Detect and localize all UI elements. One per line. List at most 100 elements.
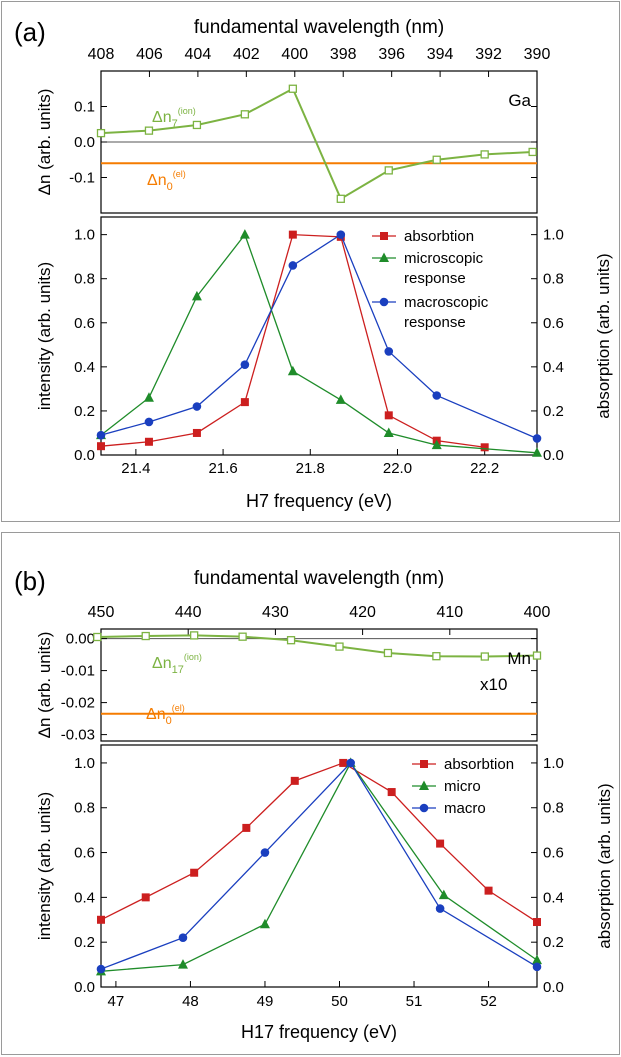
panel-a-lower-ytick-label-right: 0.4: [543, 359, 564, 376]
panel-b-lower-ytick-label-right: 1.0: [543, 755, 564, 772]
panel-a-series-triangle-point: [287, 365, 298, 376]
panel-b-upper-ytick-label: -0.01: [61, 663, 95, 680]
panel-a-top-axis-label: fundamental wavelength (nm): [194, 17, 444, 38]
panel-a-upper-ytick-label: -0.1: [69, 170, 95, 187]
panel-a-top-tick-label: 404: [185, 46, 212, 63]
panel-b-series-circle-point: [260, 848, 270, 857]
panel-a-lower-ytick-label-left: 0.4: [74, 359, 95, 376]
panel-a-dn-ion-point: [432, 155, 441, 164]
panel-b-legend-square-marker: [420, 760, 428, 768]
panel-b-xtick-label: 50: [331, 993, 348, 1010]
panel-b-series-triangle-line: [100, 761, 538, 972]
panel-a-lower-ytick-label-right: 0.0: [543, 447, 564, 464]
panel-b-top-tick-label: 430: [262, 604, 289, 621]
panel-b-dn-ion-point: [335, 642, 344, 651]
panel-a-series-circle-point: [240, 360, 250, 369]
panel-b-upper-ytick-label: 0.00: [66, 631, 95, 648]
panel-a-series-triangle-point: [143, 392, 154, 402]
panel-a-lower-ytick-label-left: 0.0: [74, 447, 95, 464]
panel-b-series-square-point: [484, 886, 493, 895]
panel-b-legend-square-text: absorbtion: [444, 756, 514, 773]
panel-b-series-circle-point: [435, 904, 445, 913]
panel-b-series-square-point: [290, 776, 299, 785]
panel-a-legend-circle-text: macroscopic: [404, 294, 489, 311]
panel-a-lower-ylabel-right: absorption (arb. units): [594, 253, 613, 418]
panel-a-series-square-point: [288, 230, 297, 239]
panel-a-series-square-point: [97, 442, 105, 451]
panel-b-lower-ytick-label-left: 0.0: [74, 979, 95, 996]
panel-a-dn-el-label: Δn0(el): [147, 169, 186, 193]
panel-b-scale-note: x10: [480, 675, 507, 694]
panel-a-dn-ion-point: [528, 147, 537, 157]
panel-a-dn-ion-point: [240, 110, 250, 119]
panel-a-series-circle-point: [288, 261, 298, 270]
panel-a-dn-ion-point: [480, 150, 489, 159]
panel-a-dn-ion-point: [96, 128, 106, 138]
panel-a-xtick-label: 22.2: [470, 460, 499, 477]
panel-a-top-tick-label: 402: [233, 46, 260, 63]
panel-a-dn-ion-point: [384, 166, 393, 175]
panel-a-dn-ion-point: [336, 194, 345, 203]
panel-b-dn-ion-label: Δn17(ion): [152, 652, 202, 676]
panel-b-upper-ylabel: Δn (arb. units): [35, 632, 54, 739]
panel-b-dn-ion-line: [97, 634, 538, 658]
panel-a-xtick-label: 21.6: [208, 460, 237, 477]
panel-a-series-circle-point: [384, 347, 394, 356]
panel-b-legend-triangle-text: micro: [444, 778, 481, 795]
panel-a-series-square-point: [384, 411, 393, 420]
panel-b-lower-ytick-label-right: 0.2: [543, 934, 564, 951]
panel-a-top-tick-label: 390: [524, 46, 551, 63]
panel-b-legend-triangle-marker: [419, 780, 429, 790]
panel-a-top-tick-label: 394: [427, 46, 454, 63]
panel-b-top-tick-label: 450: [88, 604, 115, 621]
panel-a-dn-ion-point: [288, 84, 297, 93]
panel-a-xtick-label: 22.0: [383, 460, 412, 477]
panel-a-legend-triangle-marker: [379, 252, 389, 262]
panel-b-top-tick-label: 440: [175, 604, 202, 621]
panel-b-series-square-line: [100, 762, 538, 923]
panel-b-series-circle-point: [532, 962, 542, 972]
panel-a-series-triangle-point: [383, 427, 394, 437]
panel-a-lower-ytick-label-left: 1.0: [74, 227, 95, 244]
panel-a-series-circle-point: [432, 391, 442, 400]
panel-b-dn-ion-point: [141, 631, 150, 641]
panel-b-lower-ytick-label-left: 0.8: [74, 800, 95, 817]
panel-b-top-tick-label: 420: [349, 604, 376, 621]
panel-a-series-square-point: [144, 437, 153, 446]
panel-b-lower-ytick-label-right: 0.6: [543, 845, 564, 862]
panel-a-legend-square-marker: [380, 232, 388, 240]
panel-b-dn-ion-point: [532, 651, 542, 660]
panel-b-series-circle-point: [96, 964, 106, 974]
panel-a-series-triangle-point: [532, 447, 542, 457]
panel-b-series-circle-point: [178, 933, 188, 943]
panel-a-top-tick-label: 396: [378, 46, 405, 63]
panel-b-series-square-point: [190, 868, 199, 877]
panel-a-top-tick-label: 406: [136, 46, 163, 63]
panel-a-xtick-label: 21.8: [296, 460, 325, 477]
panel-b-series-square-point: [436, 839, 445, 848]
panel-a-top-tick-label: 408: [88, 46, 115, 63]
panel-a-legend-circle-text: response: [404, 314, 466, 331]
panel-a-top-tick-label: 398: [330, 46, 357, 63]
panel-b-dn-ion-point: [190, 631, 199, 640]
panel-a-upper-ylabel: Δn (arb. units): [35, 89, 54, 196]
panel-b-series-circle-line: [100, 761, 538, 970]
panel-b-series-circle-point: [346, 758, 355, 768]
panel-b-xlabel: H17 frequency (eV): [241, 1022, 397, 1042]
panel-a-lower-ytick-label-right: 0.2: [543, 403, 564, 420]
panel-a-series-circle-point: [144, 417, 154, 427]
panel-a-series-circle-point: [192, 402, 202, 411]
panel-a-dn-ion-label: Δn7(ion): [152, 106, 196, 130]
panel-b-top-tick-label: 410: [436, 604, 463, 621]
panel-b-series-square-point: [339, 758, 348, 767]
panel-b-legend-circle-text: macro: [444, 800, 486, 817]
panel-b-lower-frame: [100, 744, 538, 988]
panel-b-lower-ytick-label-right: 0.8: [543, 800, 564, 817]
panel-a-series-triangle-point: [335, 394, 346, 404]
panel-a-series-square-point: [192, 428, 201, 437]
panel-a-lower-ylabel-left: intensity (arb. units): [35, 262, 54, 410]
panel-b-upper-ytick-label: -0.02: [61, 695, 95, 712]
panel-a-series-circle-point: [336, 230, 346, 239]
panel-a-series-square-point: [480, 443, 489, 452]
panel-b-series-square-point: [242, 823, 251, 832]
